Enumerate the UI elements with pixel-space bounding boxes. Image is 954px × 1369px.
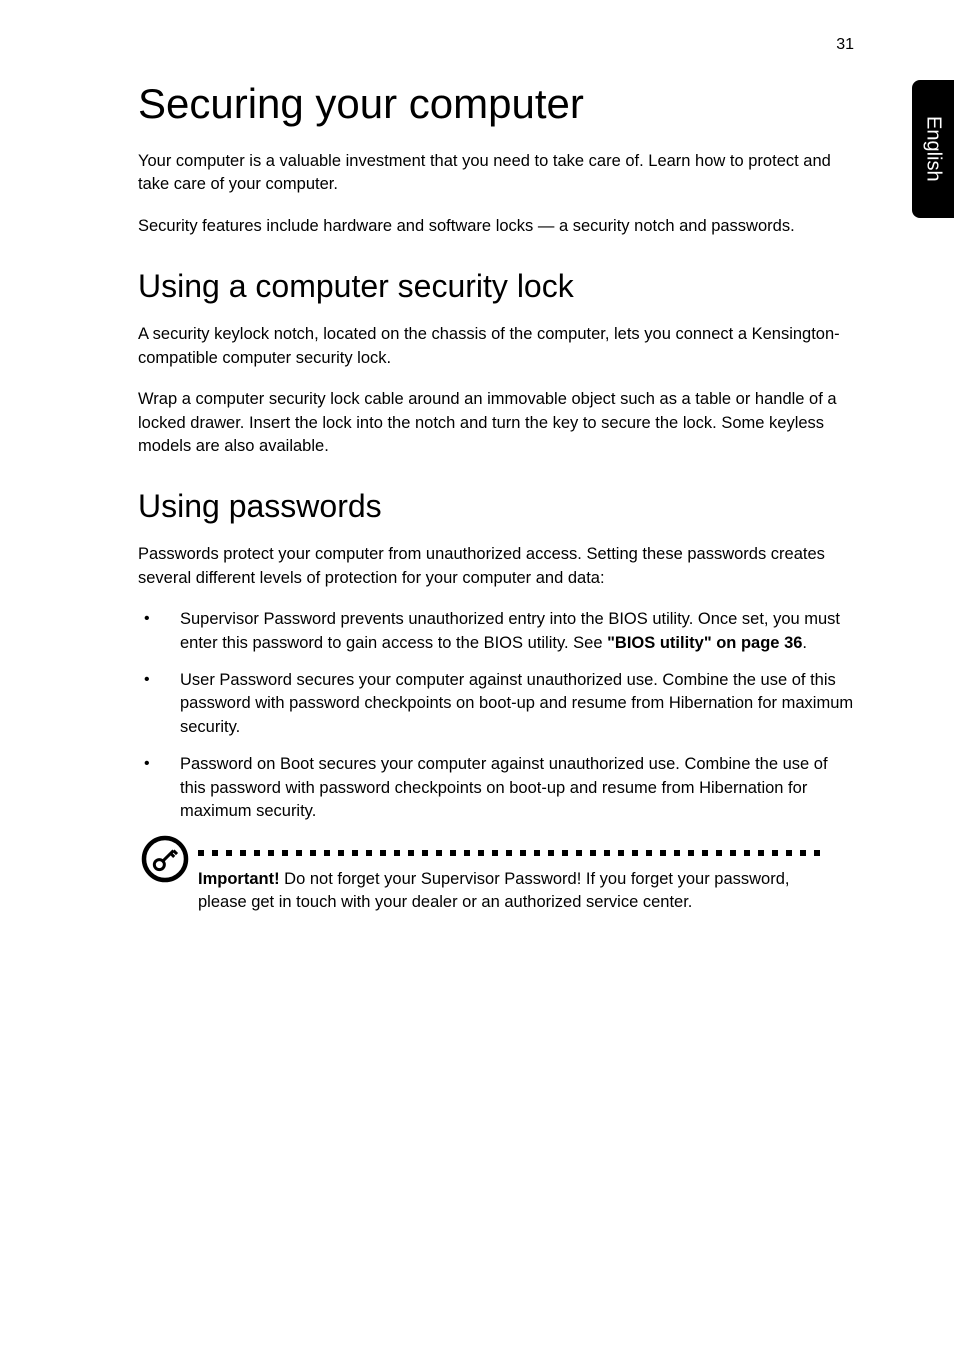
important-label: Important! xyxy=(198,870,280,888)
language-tab: English xyxy=(912,80,954,218)
bullet-supervisor-password: Supervisor Password prevents unauthorize… xyxy=(138,608,854,655)
security-lock-para-2: Wrap a computer security lock cable arou… xyxy=(138,388,854,458)
page-content: Securing your computer Your computer is … xyxy=(0,0,954,914)
important-note: Important! Do not forget your Supervisor… xyxy=(140,838,854,915)
note-text-content: Do not forget your Supervisor Password! … xyxy=(198,870,789,911)
section-heading-security-lock: Using a computer security lock xyxy=(138,268,854,305)
bios-utility-reference: "BIOS utility" on page 36 xyxy=(607,634,802,652)
dotted-divider xyxy=(198,848,854,858)
security-lock-para-1: A security keylock notch, located on the… xyxy=(138,323,854,370)
note-body: Important! Do not forget your Supervisor… xyxy=(198,838,854,915)
password-bullet-list: Supervisor Password prevents unauthorize… xyxy=(138,608,854,823)
passwords-intro-para: Passwords protect your computer from una… xyxy=(138,543,854,590)
intro-paragraph-2: Security features include hardware and s… xyxy=(138,215,854,238)
key-icon xyxy=(140,834,190,884)
page-number: 31 xyxy=(836,36,854,54)
intro-paragraph-1: Your computer is a valuable investment t… xyxy=(138,150,854,197)
important-note-text: Important! Do not forget your Supervisor… xyxy=(198,868,854,915)
section-heading-passwords: Using passwords xyxy=(138,488,854,525)
page-title: Securing your computer xyxy=(138,80,854,128)
bullet-text-suffix: . xyxy=(802,634,807,652)
bullet-password-on-boot: Password on Boot secures your computer a… xyxy=(138,753,854,823)
bullet-user-password: User Password secures your computer agai… xyxy=(138,669,854,739)
